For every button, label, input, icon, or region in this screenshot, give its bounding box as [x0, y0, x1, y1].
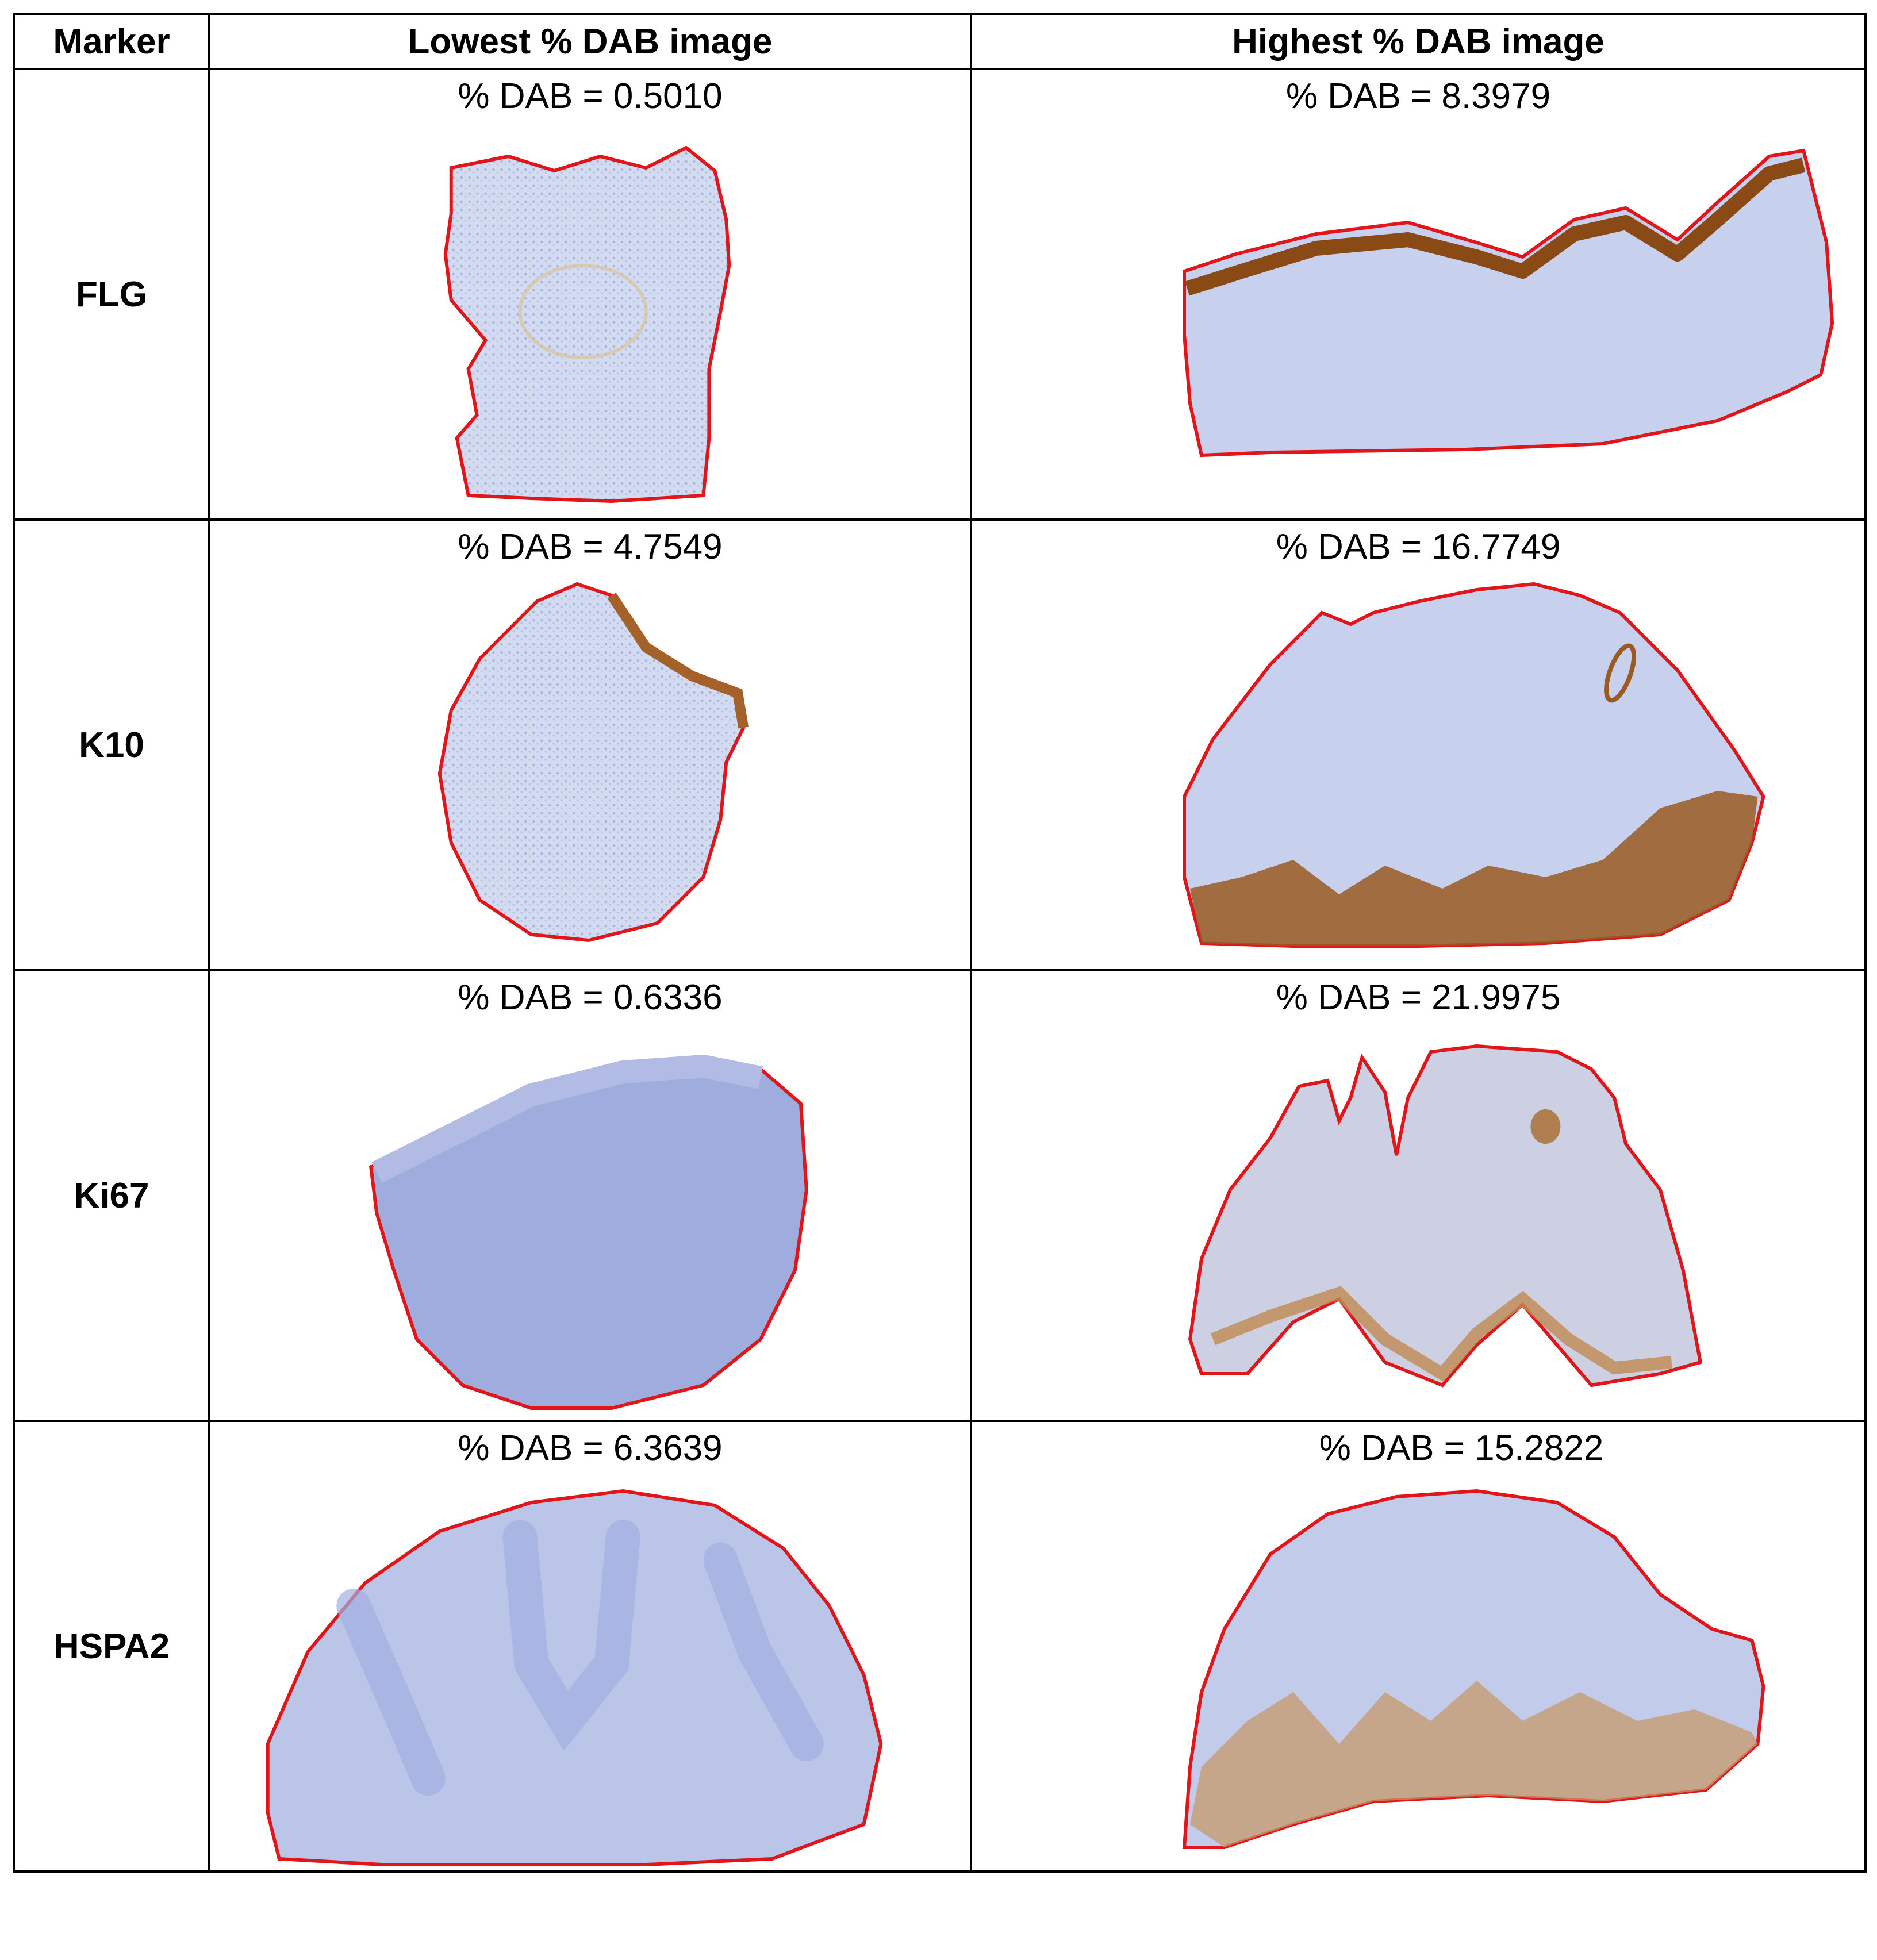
tissue-image-k10-high — [1183, 582, 1765, 948]
highest-dab-cell: % DAB = 15.2822 — [970, 1420, 1867, 1873]
tissue-outline — [1183, 148, 1834, 458]
tissue-outline — [437, 582, 746, 943]
header-lowest-dab: Lowest % DAB image — [208, 13, 972, 70]
header-row: Marker Lowest % DAB image Highest % DAB … — [13, 13, 1867, 70]
dab-value-label: % DAB = 0.6336 — [458, 978, 723, 1017]
highest-dab-cell: % DAB = 16.7749 — [970, 518, 1867, 971]
highest-dab-cell: % DAB = 21.9975 — [970, 969, 1867, 1422]
dab-value-label: % DAB = 15.2822 — [1319, 1428, 1604, 1468]
highest-dab-cell: % DAB = 8.3979 — [970, 68, 1867, 521]
dab-value-label: % DAB = 0.5010 — [458, 76, 723, 116]
marker-name: Ki67 — [13, 969, 210, 1422]
dab-stain-band — [1190, 1681, 1758, 1847]
marker-name: K10 — [13, 518, 210, 971]
dab-stain-band — [1210, 1286, 1672, 1382]
tissue-image-hspa2-high — [1182, 1489, 1765, 1849]
lowest-dab-cell: % DAB = 0.6336 — [208, 969, 972, 1422]
header-highest-dab: Highest % DAB image — [970, 13, 1867, 70]
tissue-outline — [443, 145, 731, 504]
tissue-outline — [1188, 1044, 1703, 1388]
tissue-outline — [369, 1055, 808, 1410]
marker-name: HSPA2 — [13, 1420, 210, 1873]
marker-name: FLG — [13, 68, 210, 521]
tissue-image-ki67-high — [1188, 1044, 1703, 1388]
dab-stain-band — [1190, 791, 1758, 946]
dab-value-label: % DAB = 6.3639 — [458, 1428, 723, 1468]
dab-stain-band — [1185, 157, 1806, 296]
tissue-image-ki67-low — [369, 1054, 808, 1410]
lowest-dab-cell: % DAB = 4.7549 — [208, 518, 972, 971]
tissue-image-flg-low — [443, 145, 731, 504]
dab-value-label: % DAB = 8.3979 — [1285, 76, 1551, 116]
epidermis-band — [371, 1054, 763, 1183]
dab-value-label: % DAB = 21.9975 — [1276, 978, 1561, 1017]
tissue-image-flg-high — [1183, 148, 1834, 458]
tissue-image-k10-low — [437, 582, 749, 943]
table-row-hspa2: HSPA2 % DAB = 6.3639 % DAB = 15.2822 — [13, 1420, 1867, 1873]
table-row-ki67: Ki67 % DAB = 0.6336 % DAB = 21.9975 — [13, 969, 1867, 1422]
lowest-dab-cell: % DAB = 6.3639 — [208, 1420, 972, 1873]
header-marker: Marker — [13, 13, 210, 70]
tissue-image-hspa2-low — [266, 1489, 883, 1866]
dab-results-table: Marker Lowest % DAB image Highest % DAB … — [13, 13, 1867, 1873]
dab-value-label: % DAB = 16.7749 — [1276, 527, 1561, 567]
table-row-k10: K10 % DAB = 4.7549 % DAB = 16.7749 — [13, 518, 1867, 971]
table-row-flg: FLG % DAB = 0.5010 — [13, 68, 1867, 521]
dab-value-label: % DAB = 4.7549 — [458, 527, 723, 567]
dab-stain-band — [607, 593, 749, 729]
lowest-dab-cell: % DAB = 0.5010 — [208, 68, 972, 521]
